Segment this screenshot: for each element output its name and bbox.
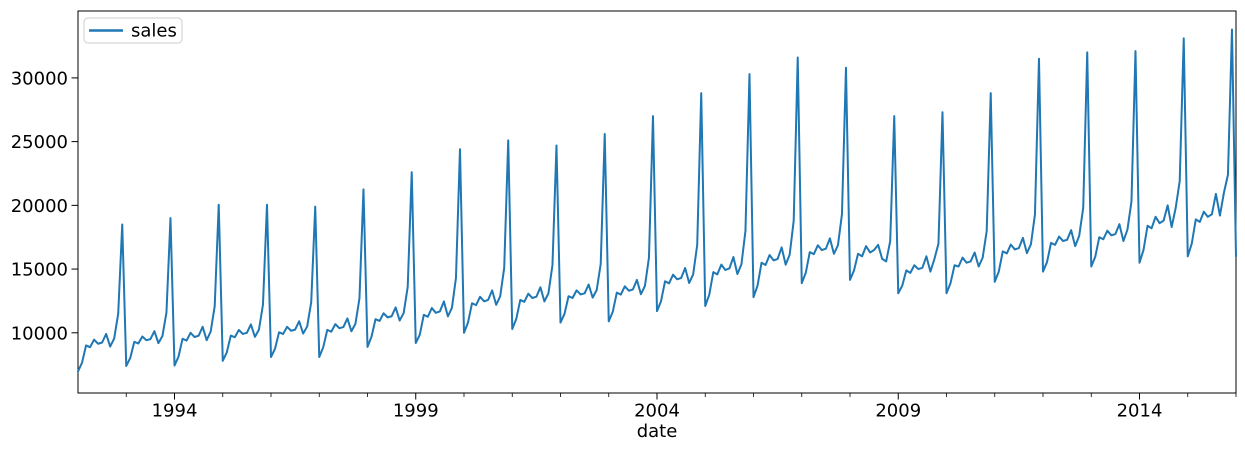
x-axis-label: date — [637, 421, 678, 442]
plot-area — [77, 10, 1237, 394]
x-tick-label: 2009 — [875, 401, 921, 422]
legend-label-sales: sales — [131, 21, 177, 42]
legend: sales — [83, 17, 183, 44]
x-tick-label: 1999 — [393, 401, 439, 422]
x-tick-label: 1994 — [152, 401, 198, 422]
axes-spines — [77, 10, 1237, 394]
x-tick-label: 2004 — [634, 401, 680, 422]
y-tick-label: 20000 — [11, 196, 68, 217]
series-lines — [77, 28, 1237, 373]
legend-frame — [83, 17, 183, 44]
y-tick-label: 30000 — [11, 68, 68, 89]
y-tick-label: 25000 — [11, 132, 68, 153]
sales-line — [77, 28, 1237, 373]
axis-ticks: 1994 1999 2004 2009 2014 10000 15000 20000 25000… — [11, 68, 1237, 422]
x-tick-label: 2014 — [1117, 401, 1163, 422]
y-tick-label: 15000 — [11, 260, 68, 281]
y-tick-label: 10000 — [11, 323, 68, 344]
